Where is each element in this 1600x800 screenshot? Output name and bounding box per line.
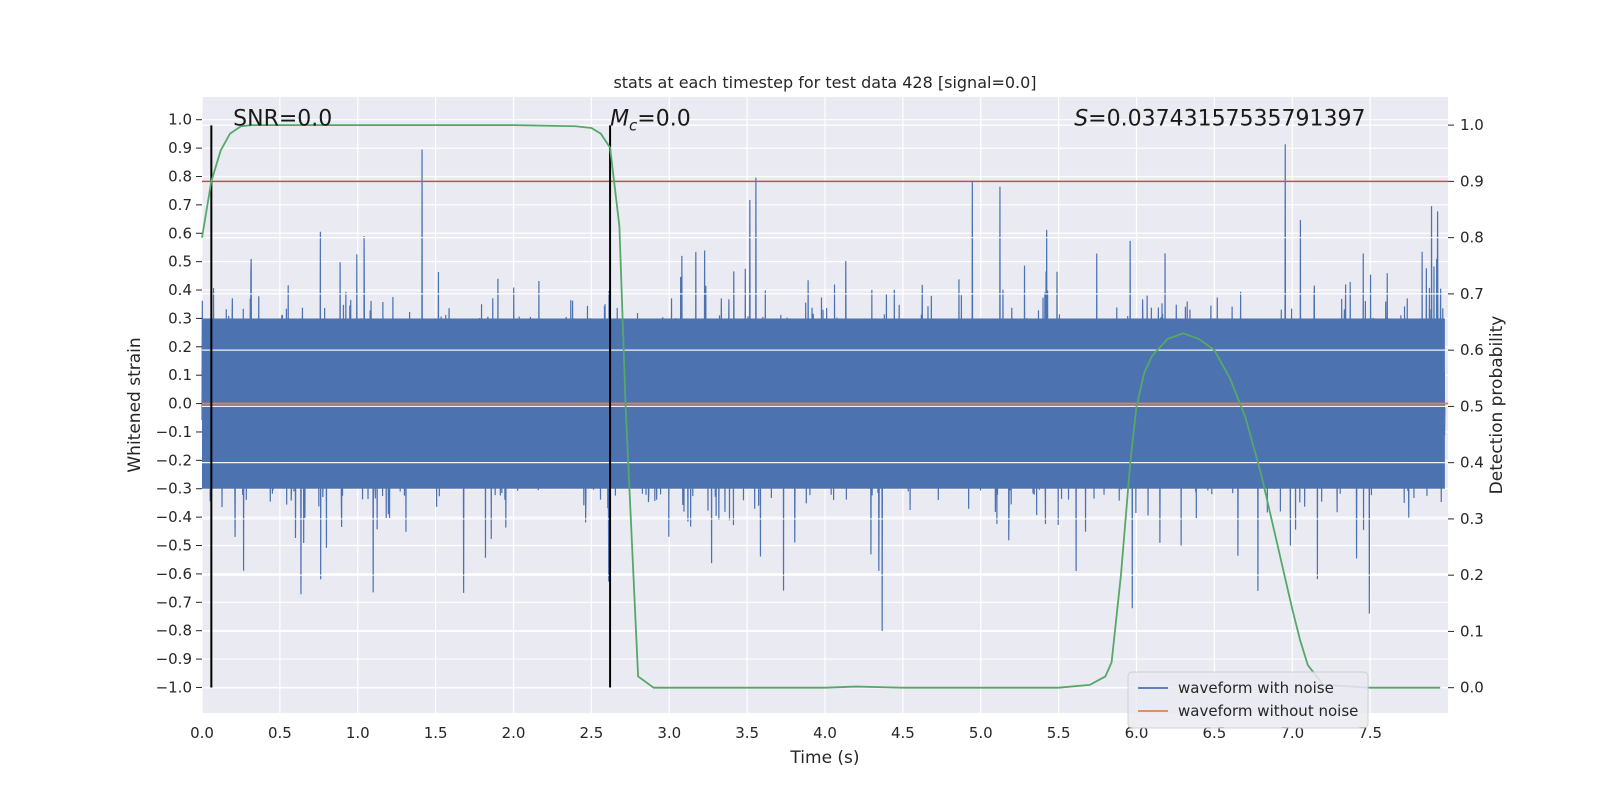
y-left-tick-label: −0.4 <box>156 508 192 526</box>
y-right-tick-label: 0.4 <box>1460 454 1484 472</box>
x-tick-label: 7.5 <box>1358 724 1382 742</box>
tick-labels: 0.0 0.5 1.0 1.5 2.0 2.5 3.0 3.5 4.0 4.5 5.0 5.5 6.0 6… <box>156 111 1484 742</box>
x-tick-label: 3.5 <box>735 724 759 742</box>
annotation-text: S=0.03743157535791397 <box>1074 107 1365 132</box>
y-right-tick-label: 0.3 <box>1460 510 1484 528</box>
y-left-tick-label: −0.2 <box>156 451 192 469</box>
y-right-tick-label: 0.8 <box>1460 229 1484 247</box>
lines-layer <box>201 124 1448 689</box>
y-right-tick-label: 1.0 <box>1460 116 1484 134</box>
y-left-tick-label: −0.7 <box>156 593 192 611</box>
legend-label: waveform without noise <box>1178 702 1358 720</box>
y-right-tick-label: 0.0 <box>1460 679 1484 697</box>
y-left-tick-label: −0.9 <box>156 650 192 668</box>
y-right-tick-label: 0.2 <box>1460 566 1484 584</box>
y-left-tick-label: −1.0 <box>156 678 192 696</box>
y-left-tick-label: −0.8 <box>156 622 192 640</box>
x-tick-label: 0.5 <box>268 724 292 742</box>
annotation-text: SNR=0.0 <box>233 107 332 132</box>
y-right-tick-label: 0.5 <box>1460 397 1484 415</box>
x-tick-label: 2.0 <box>502 724 526 742</box>
y-left-tick-label: 0.1 <box>168 366 192 384</box>
y-left-tick-label: −0.5 <box>156 537 192 555</box>
x-tick-label: 1.5 <box>424 724 448 742</box>
y-right-tick-label: 0.6 <box>1460 341 1484 359</box>
y-right-tick-label: 0.7 <box>1460 285 1484 303</box>
legend-label: waveform with noise <box>1178 679 1334 697</box>
y-left-tick-label: 0.2 <box>168 338 192 356</box>
y-left-tick-label: 0.3 <box>168 309 192 327</box>
y-left-tick-label: 0.0 <box>168 395 192 413</box>
x-tick-label: 5.5 <box>1047 724 1071 742</box>
x-tick-label: 4.5 <box>891 724 915 742</box>
legend-box <box>1127 671 1369 729</box>
legend: waveform with noise waveform without nois… <box>1127 671 1369 729</box>
x-tick-label: 1.0 <box>346 724 370 742</box>
y-left-tick-label: −0.3 <box>156 480 192 498</box>
y-left-tick-label: 0.5 <box>168 253 192 271</box>
y-axis-left-label: Whitened strain <box>125 337 145 472</box>
y-left-tick-label: 0.6 <box>168 224 192 242</box>
y-left-tick-label: 0.4 <box>168 281 192 299</box>
annotations: SNR=0.0 Mc=0.0 S=0.03743157535791397 <box>233 107 1365 135</box>
x-tick-label: 0.0 <box>190 724 214 742</box>
waveform-with-noise-path <box>201 144 1446 632</box>
y-right-tick-label: 0.9 <box>1460 172 1484 190</box>
y-left-tick-label: 0.7 <box>168 196 192 214</box>
x-tick-label: 2.5 <box>579 724 603 742</box>
x-tick-label: 3.0 <box>657 724 681 742</box>
x-tick-label: 4.0 <box>813 724 837 742</box>
y-left-tick-label: 1.0 <box>168 111 192 129</box>
chart-title: stats at each timestep for test data 428… <box>613 73 1036 92</box>
annotation-text: Mc=0.0 <box>610 107 691 135</box>
y-left-tick-label: 0.8 <box>168 167 192 185</box>
y-left-tick-label: −0.6 <box>156 565 192 583</box>
y-left-tick-label: 0.9 <box>168 139 192 157</box>
detection-probability-line <box>201 124 1441 689</box>
x-tick-label: 5.0 <box>969 724 993 742</box>
y-axis-right-label: Detection probability <box>1487 316 1507 495</box>
x-axis-label: Time (s) <box>789 748 859 768</box>
y-right-tick-label: 0.1 <box>1460 622 1484 640</box>
y-left-tick-label: −0.1 <box>156 423 192 441</box>
